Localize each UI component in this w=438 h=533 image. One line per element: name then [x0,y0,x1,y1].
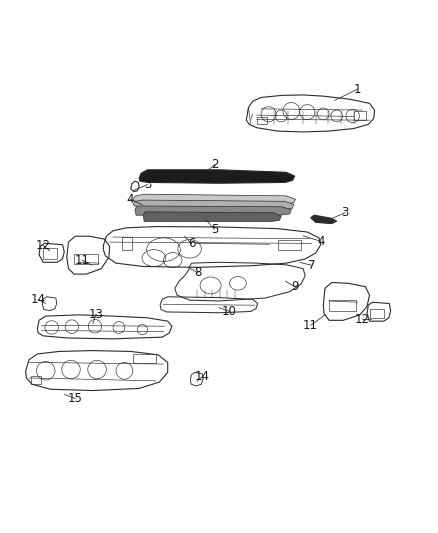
Text: 13: 13 [89,308,104,320]
Bar [133,354,156,363]
Polygon shape [311,215,337,224]
Text: 3: 3 [144,178,151,191]
Bar [257,117,267,124]
Text: 10: 10 [222,305,237,318]
Text: 6: 6 [188,237,195,251]
Text: 12: 12 [354,312,370,326]
Text: 2: 2 [211,158,219,171]
Polygon shape [139,170,295,183]
Bar [74,254,98,264]
Bar [122,237,131,249]
Text: 14: 14 [194,370,210,383]
Polygon shape [135,206,291,215]
Text: 15: 15 [68,392,83,405]
Text: 12: 12 [36,239,51,252]
Bar [329,300,357,311]
Polygon shape [143,212,281,222]
Text: 7: 7 [308,259,315,272]
Bar [278,240,301,249]
Text: 5: 5 [211,223,219,236]
Bar [371,309,384,318]
Text: 1: 1 [354,83,361,95]
Bar [43,248,57,259]
Text: 4: 4 [317,235,325,248]
Text: 4: 4 [126,193,134,206]
Bar [31,376,41,384]
Text: 8: 8 [194,266,201,279]
Text: 9: 9 [291,280,298,293]
Polygon shape [133,200,294,209]
Text: 3: 3 [342,206,349,219]
Bar [353,111,366,120]
Text: 11: 11 [75,254,90,266]
Polygon shape [133,194,296,204]
Text: 14: 14 [31,293,46,306]
Text: 11: 11 [303,319,318,332]
